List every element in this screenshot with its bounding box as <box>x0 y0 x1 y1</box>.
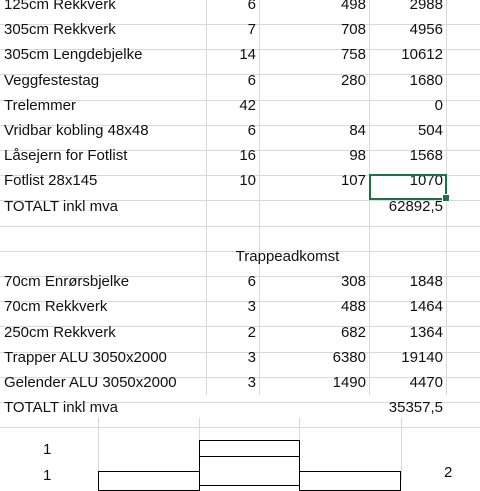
row-gridline <box>0 427 480 428</box>
column-gridline <box>206 0 207 395</box>
column-gridline <box>401 418 402 480</box>
total-label[interactable]: TOTALT inkl mva <box>4 399 118 416</box>
row-gridline <box>0 74 480 75</box>
item-name-cell[interactable]: 70cm Rekkverk <box>4 298 108 315</box>
row-gridline <box>0 150 480 151</box>
column-gridline <box>259 0 260 395</box>
qty-cell[interactable]: 16 <box>239 147 256 164</box>
item-name-cell[interactable]: 305cm Lengdebjelke <box>4 46 143 63</box>
total-cell[interactable]: 1364 <box>409 324 443 341</box>
price-cell[interactable]: 98 <box>349 147 366 164</box>
total-cell[interactable]: 10612 <box>401 46 443 63</box>
total-cell[interactable]: 504 <box>417 122 443 139</box>
total-label[interactable]: TOTALT inkl mva <box>4 198 118 215</box>
row-gridline <box>0 301 480 302</box>
row-gridline <box>0 125 480 126</box>
diagram-box-mid <box>199 456 300 486</box>
qty-cell[interactable]: 2 <box>247 324 256 341</box>
item-name-cell[interactable]: Gelender ALU 3050x2000 <box>4 374 177 391</box>
selected-cell[interactable] <box>369 174 447 200</box>
price-cell[interactable]: 308 <box>340 273 366 290</box>
total-value[interactable]: 35357,5 <box>388 399 443 416</box>
total-cell[interactable]: 1464 <box>409 298 443 315</box>
row-gridline <box>0 377 480 378</box>
row-gridline <box>0 100 480 101</box>
diagram-box-right <box>299 471 401 491</box>
qty-cell[interactable]: 6 <box>247 72 256 89</box>
price-cell[interactable]: 708 <box>340 21 366 38</box>
qty-cell[interactable]: 3 <box>247 298 256 315</box>
row-gridline <box>0 352 480 353</box>
row-gridline <box>0 276 480 277</box>
diagram-box-top <box>199 440 300 457</box>
qty-cell[interactable]: 6 <box>247 0 256 13</box>
total-cell[interactable]: 1848 <box>409 273 443 290</box>
total-cell[interactable]: 2988 <box>409 0 443 13</box>
qty-cell[interactable]: 3 <box>247 349 256 366</box>
diagram-label-2: 1 <box>43 467 52 484</box>
qty-cell[interactable]: 6 <box>247 273 256 290</box>
qty-cell[interactable]: 7 <box>247 21 256 38</box>
item-name-cell[interactable]: 70cm Enrørsbjelke <box>4 273 130 290</box>
qty-cell[interactable]: 3 <box>247 374 256 391</box>
item-name-cell[interactable]: Trelemmer <box>4 97 76 114</box>
row-gridline <box>0 326 480 327</box>
price-cell[interactable]: 280 <box>340 72 366 89</box>
total-cell[interactable]: 1070 <box>409 172 443 189</box>
qty-cell[interactable]: 42 <box>239 97 256 114</box>
section-title[interactable]: Trappeadkomst <box>235 248 340 265</box>
total-cell[interactable]: 0 <box>434 97 443 114</box>
price-cell[interactable]: 84 <box>349 122 366 139</box>
diagram-box-left <box>98 471 200 491</box>
total-cell[interactable]: 4956 <box>409 21 443 38</box>
row-gridline <box>0 251 480 252</box>
row-gridline <box>0 49 480 50</box>
total-value[interactable]: 62892,5 <box>388 198 443 215</box>
price-cell[interactable]: 682 <box>340 324 366 341</box>
total-cell[interactable]: 1568 <box>409 147 443 164</box>
diagram-label-3: 2 <box>444 464 453 481</box>
row-gridline <box>0 200 480 201</box>
price-cell[interactable]: 1490 <box>332 374 366 391</box>
row-gridline <box>0 226 480 227</box>
item-name-cell[interactable]: Trapper ALU 3050x2000 <box>4 349 167 366</box>
qty-cell[interactable]: 6 <box>247 122 256 139</box>
item-name-cell[interactable]: Veggfestestag <box>4 72 100 89</box>
qty-cell[interactable]: 10 <box>239 172 256 189</box>
price-cell[interactable]: 107 <box>340 172 366 189</box>
qty-cell[interactable]: 14 <box>239 46 256 63</box>
item-name-cell[interactable]: 250cm Rekkverk <box>4 324 116 341</box>
row-gridline <box>0 175 480 176</box>
fill-handle[interactable] <box>442 194 450 202</box>
row-gridline <box>0 402 480 403</box>
item-name-cell[interactable]: Fotlist 28x145 <box>4 172 98 189</box>
total-cell[interactable]: 4470 <box>409 374 443 391</box>
item-name-cell[interactable]: Vridbar kobling 48x48 <box>4 122 149 139</box>
total-cell[interactable]: 19140 <box>401 349 443 366</box>
item-name-cell[interactable]: 125cm Rekkverk <box>4 0 116 13</box>
item-name-cell[interactable]: Låsejern for Fotlist <box>4 147 128 164</box>
total-cell[interactable]: 1680 <box>409 72 443 89</box>
price-cell[interactable]: 758 <box>340 46 366 63</box>
item-name-cell[interactable]: 305cm Rekkverk <box>4 21 116 38</box>
column-gridline <box>98 418 99 480</box>
row-gridline <box>0 24 480 25</box>
price-cell[interactable] <box>259 93 366 118</box>
price-cell[interactable]: 498 <box>340 0 366 13</box>
price-cell[interactable]: 488 <box>340 298 366 315</box>
price-cell[interactable]: 6380 <box>332 349 366 366</box>
diagram-label-1: 1 <box>43 441 52 458</box>
